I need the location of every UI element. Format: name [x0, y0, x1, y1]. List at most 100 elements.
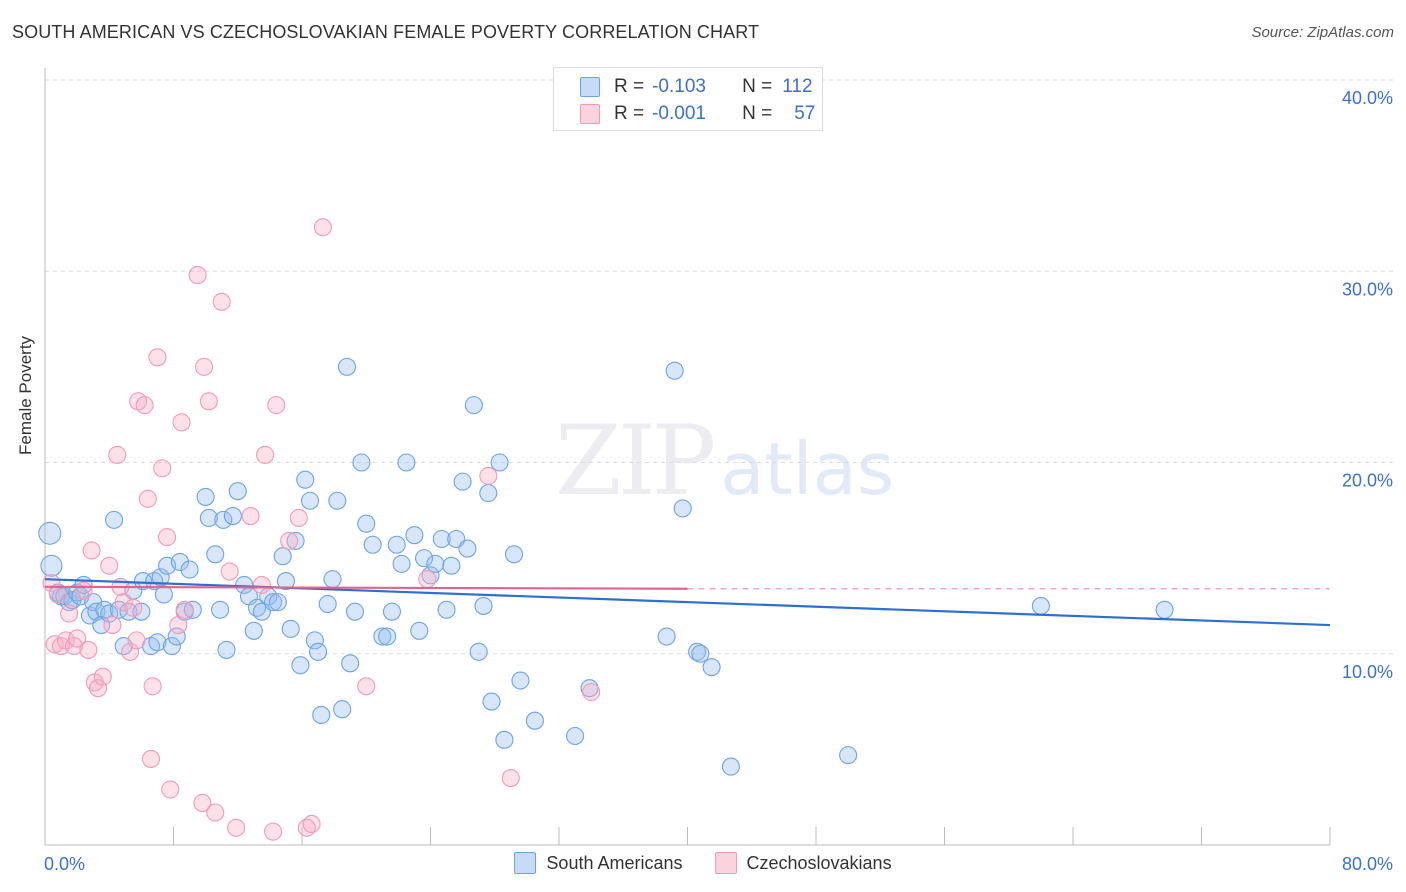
x-tick-label-max: 80.0%	[1342, 854, 1393, 874]
point-czechoslovakians	[227, 818, 246, 837]
point-south-americans	[673, 499, 692, 518]
point-czechoslovakians	[357, 677, 376, 696]
point-czechoslovakians	[74, 581, 93, 600]
point-south-americans	[511, 671, 530, 690]
point-south-americans	[264, 593, 283, 612]
point-czechoslovakians	[88, 679, 108, 698]
point-czechoslovakians	[241, 506, 260, 526]
point-south-americans	[196, 487, 215, 506]
series-legend: South Americans Czechoslovakians	[0, 852, 1406, 874]
y-axis-title: Female Poverty	[16, 335, 35, 455]
point-south-americans	[495, 730, 514, 749]
source-credit: Source: ZipAtlas.com	[1251, 24, 1394, 41]
point-south-americans	[363, 535, 382, 554]
point-south-americans	[410, 621, 429, 640]
point-czechoslovakians	[161, 780, 180, 799]
point-south-americans	[665, 361, 684, 380]
point-south-americans	[490, 453, 509, 472]
point-czechoslovakians	[79, 640, 98, 659]
watermark-zip: ZIP	[555, 405, 716, 517]
point-czechoslovakians	[153, 459, 172, 478]
point-south-americans	[148, 633, 167, 652]
y-tick-label: 40.0%	[1342, 88, 1393, 108]
point-czechoslovakians	[135, 396, 154, 415]
point-south-americans	[392, 554, 411, 573]
point-south-americans	[345, 602, 365, 621]
point-south-americans	[105, 510, 124, 529]
legend-item-south-americans[interactable]: South Americans	[514, 852, 683, 874]
legend-item-czechoslovakians[interactable]: Czechoslovakians	[714, 852, 892, 874]
tick-labels: 10.0% 20.0% 30.0% 40.0% 0.0% 80.0%	[44, 88, 1393, 874]
point-south-americans	[469, 642, 488, 661]
point-south-americans	[296, 470, 315, 489]
point-south-americans	[437, 600, 456, 619]
point-south-americans	[453, 472, 472, 491]
point-south-americans	[291, 656, 310, 675]
point-south-americans	[309, 642, 328, 661]
legend-swatch-blue	[514, 852, 537, 874]
point-czechoslovakians	[143, 677, 162, 696]
point-czechoslovakians	[138, 489, 157, 508]
point-czechoslovakians	[114, 593, 133, 612]
point-south-americans	[357, 514, 376, 533]
point-czechoslovakians	[141, 749, 161, 768]
point-south-americans	[211, 600, 230, 619]
series-south-americans	[38, 357, 1174, 776]
point-south-americans	[482, 692, 501, 711]
point-czechoslovakians	[220, 562, 239, 581]
point-south-americans	[244, 621, 263, 640]
point-czechoslovakians	[313, 218, 332, 237]
legend-n-label: N =	[742, 103, 773, 124]
point-south-americans	[318, 594, 337, 614]
point-south-americans	[566, 726, 585, 746]
point-south-americans	[38, 521, 62, 545]
point-czechoslovakians	[172, 413, 191, 432]
point-czechoslovakians	[479, 466, 498, 485]
legend-row-south-americans: R = -0.103 N = 112	[580, 76, 813, 98]
point-south-americans	[323, 570, 342, 589]
legend-n-value: 112	[782, 76, 813, 97]
legend-swatch-blue	[580, 77, 600, 97]
point-south-americans	[100, 604, 119, 623]
series-czechoslovakians	[42, 218, 601, 841]
point-czechoslovakians	[193, 793, 212, 812]
point-czechoslovakians	[52, 637, 71, 656]
point-south-americans	[382, 602, 402, 621]
point-south-americans	[1031, 596, 1050, 615]
point-czechoslovakians	[124, 598, 143, 617]
point-czechoslovakians	[302, 814, 321, 834]
point-south-americans	[154, 585, 173, 604]
point-south-americans	[276, 572, 295, 591]
point-czechoslovakians	[60, 604, 79, 623]
point-south-americans	[273, 547, 292, 566]
legend-row-czechoslovakians: R = -0.001 N = 57	[580, 103, 815, 125]
point-czechoslovakians	[188, 266, 207, 285]
point-south-americans	[442, 556, 461, 575]
legend-label: Czechoslovakians	[746, 852, 892, 873]
chart-title: SOUTH AMERICAN VS CZECHOSLOVAKIAN FEMALE…	[12, 22, 760, 42]
legend-n-value: 57	[794, 103, 816, 124]
legend-r-label: R =	[614, 76, 645, 97]
point-south-americans	[268, 593, 287, 612]
watermark-atlas: atlas	[720, 427, 895, 511]
point-south-americans	[206, 545, 225, 564]
point-czechoslovakians	[418, 570, 437, 589]
point-south-americans	[228, 482, 247, 501]
point-south-americans	[691, 644, 710, 663]
legend-swatch-pink	[714, 852, 737, 874]
point-czechoslovakians	[280, 531, 299, 550]
point-south-americans	[305, 631, 324, 650]
point-south-americans	[458, 539, 477, 558]
point-south-americans	[167, 627, 186, 646]
point-south-americans	[688, 642, 707, 661]
point-south-americans	[479, 484, 498, 503]
trend-line-czechoslovakians	[44, 585, 688, 590]
point-south-americans	[387, 535, 406, 554]
point-czechoslovakians	[194, 357, 214, 376]
point-south-americans	[839, 746, 858, 765]
point-south-americans	[525, 711, 544, 730]
point-south-americans	[337, 357, 357, 376]
point-south-americans	[352, 453, 371, 472]
point-czechoslovakians	[103, 616, 122, 635]
point-czechoslovakians	[68, 629, 87, 648]
